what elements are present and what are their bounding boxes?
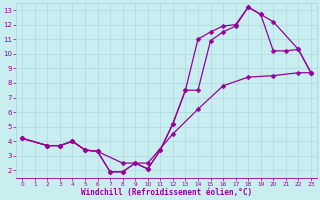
X-axis label: Windchill (Refroidissement éolien,°C): Windchill (Refroidissement éolien,°C): [81, 188, 252, 197]
